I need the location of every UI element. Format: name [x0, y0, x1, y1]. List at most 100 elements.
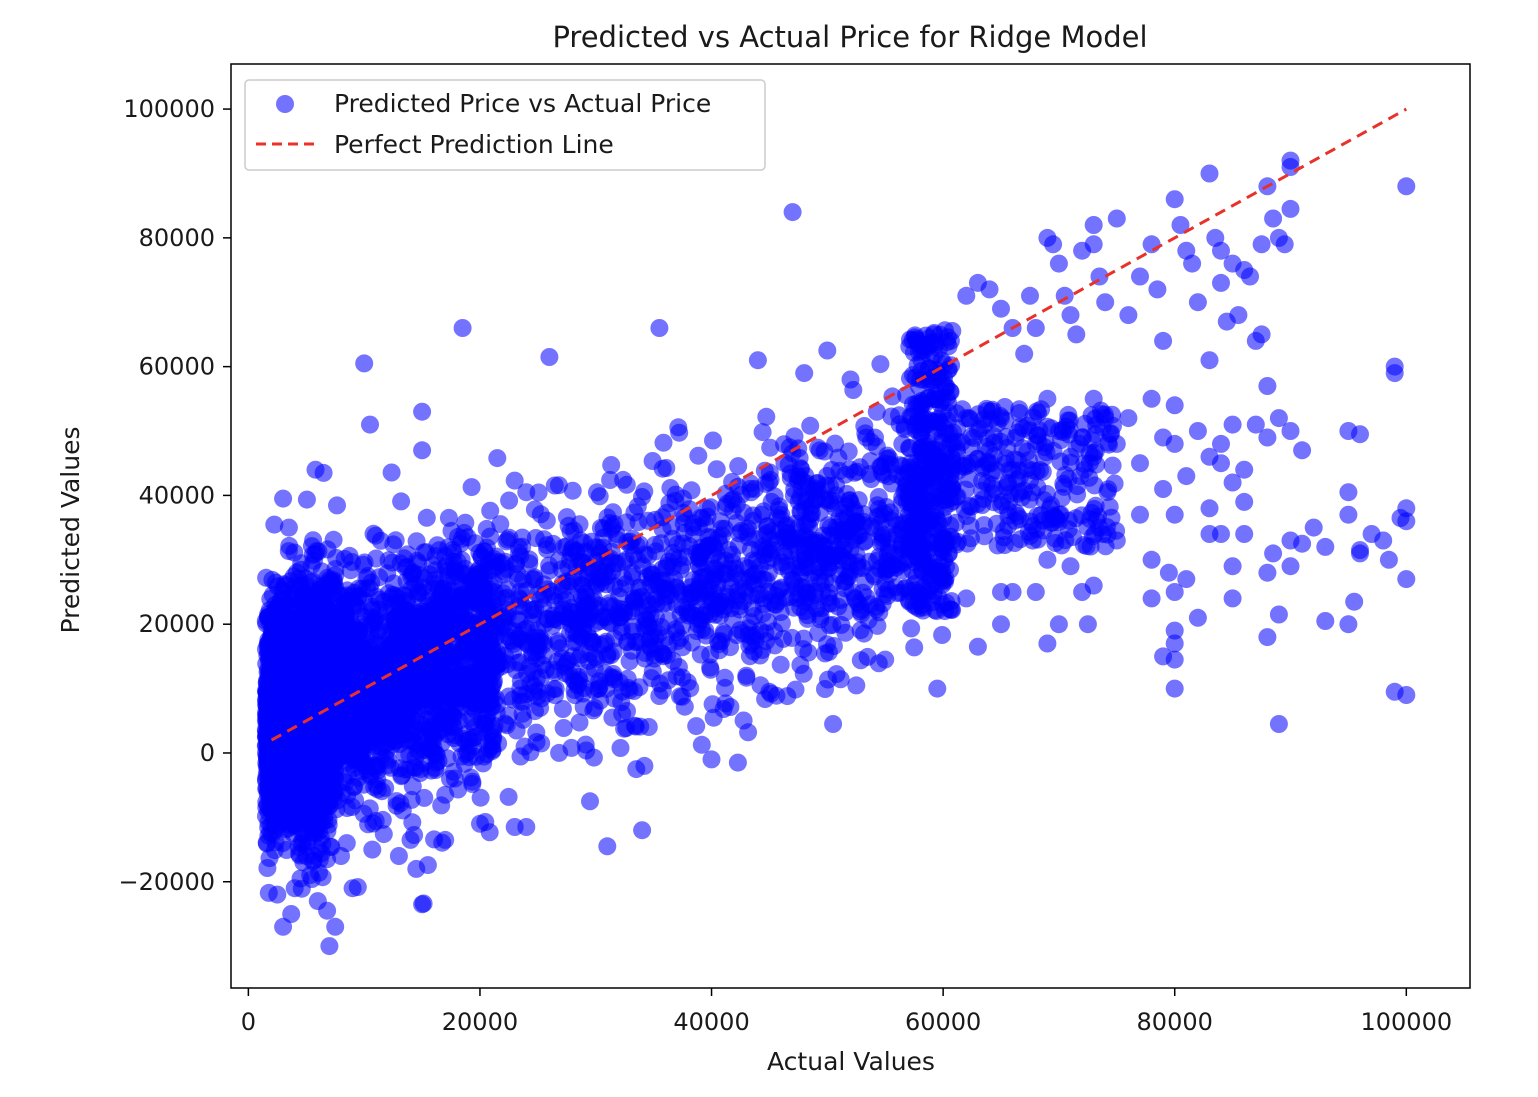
scatter-point: [633, 488, 651, 506]
scatter-point: [691, 569, 709, 587]
scatter-point: [512, 748, 530, 766]
scatter-point: [623, 564, 641, 582]
scatter-point: [503, 632, 521, 650]
scatter-point: [532, 734, 550, 752]
scatter-point: [532, 505, 550, 523]
scatter-point: [874, 580, 892, 598]
scatter-point: [859, 648, 877, 666]
scatter-point: [675, 524, 693, 542]
scatter-point: [603, 709, 621, 727]
scatter-point: [550, 551, 568, 569]
scatter-point: [614, 471, 632, 489]
scatter-point: [630, 513, 648, 531]
scatter-point: [463, 773, 481, 791]
scatter-point: [572, 532, 590, 550]
scatter-point: [855, 417, 873, 435]
scatter-point: [729, 457, 747, 475]
scatter-point: [778, 687, 796, 705]
scatter-point: [418, 592, 436, 610]
scatter-point: [778, 557, 796, 575]
scatter-point: [575, 594, 593, 612]
scatter-point: [804, 547, 822, 565]
scatter-point: [327, 549, 345, 567]
scatter-point: [758, 517, 776, 535]
scatter-point: [441, 770, 459, 788]
scatter-point: [902, 619, 920, 637]
scatter-point: [434, 580, 452, 598]
scatter-point: [881, 543, 899, 561]
scatter-point: [585, 749, 603, 767]
scatter-point: [397, 558, 415, 576]
scatter-point: [383, 464, 401, 482]
scatter-point: [363, 841, 381, 859]
scatter-point: [739, 520, 757, 538]
scatter-point: [599, 646, 617, 664]
scatter-point: [550, 744, 568, 762]
scatter-point: [514, 693, 532, 711]
scatter-point: [746, 480, 764, 498]
scatter-point: [602, 456, 620, 474]
scatter-point: [553, 582, 571, 600]
scatter-point: [739, 723, 757, 741]
scatter-point: [683, 481, 701, 499]
scatter-point: [325, 531, 343, 549]
scatter-point: [881, 503, 899, 521]
scatter-point: [757, 408, 775, 426]
scatter-point: [408, 532, 426, 550]
scatter-point: [591, 487, 609, 505]
scatter-point: [868, 598, 886, 616]
scatter-point: [704, 432, 722, 450]
scatter-point: [410, 654, 428, 672]
scatter-point: [545, 680, 563, 698]
scatter-point: [424, 731, 442, 749]
scatter-point: [772, 656, 790, 674]
scatter-point: [405, 759, 423, 777]
scatter-point: [729, 754, 747, 772]
scatter-point: [717, 498, 735, 516]
scatter-point: [689, 447, 707, 465]
scatter-point: [708, 460, 726, 478]
scatter-point: [328, 496, 346, 514]
scatter-point: [612, 739, 630, 757]
scatter-point: [933, 626, 951, 644]
scatter-point: [687, 717, 705, 735]
scatter-point: [430, 752, 448, 770]
scatter-points: [257, 152, 1416, 956]
scatter-point: [824, 492, 842, 510]
scatter-point: [392, 492, 410, 510]
scatter-point: [705, 539, 723, 557]
scatter-point: [694, 509, 712, 527]
scatter-point: [809, 474, 827, 492]
scatter-point: [710, 641, 728, 659]
scatter-point: [420, 675, 438, 693]
scatter-point: [626, 717, 644, 735]
scatter-point: [440, 509, 458, 527]
scatter-point: [570, 671, 588, 689]
scatter-point: [730, 536, 748, 554]
scatter-point: [606, 554, 624, 572]
scatter-point: [404, 777, 422, 795]
scatter-point: [475, 542, 493, 560]
plot-area: [257, 109, 1416, 955]
scatter-point: [463, 478, 481, 496]
scatter-point: [488, 449, 506, 467]
scatter-point: [882, 408, 900, 426]
scatter-point: [261, 849, 279, 867]
scatter-point: [610, 587, 628, 605]
scatter-point: [373, 782, 391, 800]
scatter-point: [819, 671, 837, 689]
chart-title: Predicted vs Actual Price for Ridge Mode…: [552, 20, 1147, 54]
scatter-point: [573, 553, 591, 571]
scatter-point: [815, 562, 833, 580]
scatter-point: [572, 646, 590, 664]
scatter-point: [528, 670, 546, 688]
scatter-point: [654, 460, 672, 478]
scatter-point: [840, 443, 858, 461]
scatter-point: [481, 502, 499, 520]
scatter-point: [571, 714, 589, 732]
scatter-point: [666, 492, 684, 510]
scatter-point: [622, 603, 640, 621]
scatter-point: [720, 560, 738, 578]
